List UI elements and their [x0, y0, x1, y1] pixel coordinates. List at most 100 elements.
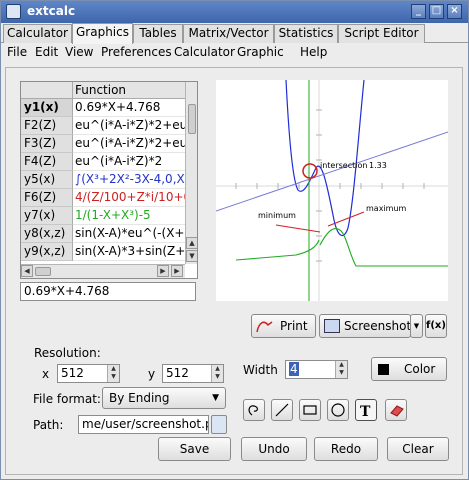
menu-calculator[interactable]: Calculator — [174, 45, 235, 59]
graph-canvas[interactable]: intersection 1.33 minimum maximum — [215, 79, 449, 301]
resolution-x-spinbox[interactable]: 512 ▲ ▼ — [57, 364, 120, 383]
curve-y7-right — [319, 228, 448, 267]
scroll-right-button-a[interactable]: ▶ — [157, 265, 169, 277]
path-input[interactable]: me/user/screenshot.png — [78, 415, 209, 434]
scroll-up-button[interactable]: ▲ — [186, 237, 197, 249]
resolution-x-value: 512 — [61, 366, 84, 380]
menu-edit[interactable]: Edit — [35, 45, 59, 59]
row-header[interactable]: F2(Z) — [21, 117, 73, 135]
screenshot-dropdown-button[interactable]: ▼ — [410, 314, 423, 338]
menu-help[interactable]: Help — [300, 45, 328, 59]
resolution-x-arrows[interactable]: ▲ ▼ — [107, 365, 119, 382]
fx-button[interactable]: f(x) — [425, 314, 447, 338]
table-row[interactable]: y1(x) 0.69*X+4.768 — [21, 99, 185, 117]
vertical-scroll-thumb[interactable] — [188, 104, 196, 134]
menu-view[interactable]: View — [65, 45, 94, 59]
tab-statistics[interactable]: Statistics — [274, 24, 338, 43]
intersection-value: 1.33 — [369, 161, 387, 170]
redo-button[interactable]: Redo — [314, 437, 378, 461]
function-cell[interactable]: eu^(i*A-i*Z)*2+eu^ — [73, 135, 185, 153]
print-button[interactable]: Print — [251, 314, 316, 338]
table-row[interactable]: y8(x,z)sin(X-A)*eu^(-(X+10 — [21, 225, 185, 243]
save-button[interactable]: Save — [158, 437, 231, 461]
tab-tables[interactable]: Tables — [133, 24, 183, 43]
row-header[interactable]: F4(Z) — [21, 153, 73, 171]
file-format-select[interactable]: By Ending ▼ — [102, 387, 226, 409]
color-button[interactable]: Color — [371, 357, 447, 381]
eraser-icon — [390, 405, 404, 417]
screenshot-label: Screenshot — [344, 319, 412, 333]
app-icon — [6, 4, 21, 19]
text-icon: T — [360, 404, 371, 417]
tool-text[interactable]: T — [355, 399, 377, 421]
width-spinbox[interactable]: 4 ▲ ▼ — [285, 360, 348, 379]
screenshot-button[interactable]: Screenshot — [319, 314, 411, 338]
print-label: Print — [280, 319, 308, 333]
table-row[interactable]: F4(Z) eu^(i*A-i*Z)*2 — [21, 153, 185, 171]
color-swatch-icon — [378, 364, 389, 375]
row-header[interactable]: F3(Z) — [21, 135, 73, 153]
function-cell[interactable]: 4/(Z/100+Z*i/10+0. — [73, 189, 185, 207]
tool-line[interactable] — [271, 399, 293, 421]
table-row[interactable]: y9(x,z)sin(X-A)*3+sin(Z+A) — [21, 243, 185, 261]
function-cell[interactable]: 1/(1-X+X³)-5 — [73, 207, 185, 225]
row-header[interactable]: y1(x) — [21, 99, 73, 117]
scroll-right-button-b[interactable]: ▶ — [171, 265, 183, 277]
curve-y7-left — [235, 239, 320, 261]
graph-ticks — [235, 109, 425, 262]
scroll-down-button[interactable]: ▼ — [186, 250, 197, 262]
curve-y1-line — [215, 131, 449, 212]
resolution-y-spinbox[interactable]: 512 ▲ ▼ — [162, 364, 224, 383]
table-row[interactable]: y5(x) ∫(X³+2X²-3X-4,0,X) — [21, 171, 185, 189]
clear-button[interactable]: Clear — [387, 437, 449, 461]
title-bar[interactable]: extcalc _ □ × — [1, 1, 468, 23]
row-header[interactable]: y5(x) — [21, 171, 73, 189]
function-cell[interactable]: 0.69*X+4.768 — [73, 99, 185, 117]
file-format-value: By Ending — [109, 391, 170, 405]
function-cell[interactable]: eu^(i*A-i*Z)*2+eu^ — [73, 117, 185, 135]
maximize-button[interactable]: □ — [429, 4, 444, 19]
table-row[interactable]: F2(Z)eu^(i*A-i*Z)*2+eu^ — [21, 117, 185, 135]
resolution-y-arrows[interactable]: ▲ ▼ — [211, 365, 223, 382]
close-button[interactable]: × — [447, 4, 462, 19]
scroll-left-button[interactable]: ◀ — [21, 265, 33, 277]
tab-script-editor[interactable]: Script Editor — [338, 24, 425, 43]
function-table[interactable]: Function y1(x) 0.69*X+4.768 F2(Z) eu^(i*A-i… — [20, 81, 198, 279]
horizontal-scrollbar[interactable]: ◀ ▶ ▶ — [21, 264, 185, 278]
resolution-label: Resolution: — [34, 346, 101, 360]
expression-input[interactable]: 0.69*X+4.768 — [20, 282, 196, 301]
table-row[interactable]: F3(Z)eu^(i*A-i*Z)*2+eu^ — [21, 135, 185, 153]
menu-bar: File Edit View Preferences Calculator Gr… — [1, 44, 468, 62]
tool-eraser[interactable] — [385, 399, 407, 421]
function-cell[interactable]: eu^(i*A-i*Z)*2 — [73, 153, 185, 171]
vertical-scrollbar[interactable]: ▲ ▼ — [185, 82, 197, 264]
maximum-label: maximum — [366, 204, 407, 213]
tab-graphics[interactable]: Graphics — [72, 23, 133, 44]
browse-folder-icon[interactable] — [211, 415, 227, 434]
intersection-label: intersection — [320, 161, 367, 170]
path-label: Path: — [33, 418, 64, 432]
width-label: Width — [243, 363, 278, 377]
tab-calculator[interactable]: Calculator — [3, 24, 72, 43]
menu-graphic[interactable]: Graphic — [237, 45, 284, 59]
width-value: 4 — [289, 362, 299, 376]
table-row[interactable]: y7(x) 1/(1-X+X³)-5 — [21, 207, 185, 225]
undo-button[interactable]: Undo — [241, 437, 307, 461]
row-header[interactable]: y9(x,z) — [21, 243, 73, 261]
row-header[interactable]: y7(x) — [21, 207, 73, 225]
tab-matrix-vector[interactable]: Matrix/Vector — [183, 24, 274, 43]
row-header[interactable]: F6(Z) — [21, 189, 73, 207]
tool-freehand[interactable] — [243, 399, 265, 421]
function-cell[interactable]: sin(X-A)*3+sin(Z+A) — [73, 243, 185, 261]
function-cell[interactable]: ∫(X³+2X²-3X-4,0,X) — [73, 171, 185, 189]
width-arrows[interactable]: ▲ ▼ — [335, 361, 347, 378]
menu-preferences[interactable]: Preferences — [101, 45, 172, 59]
horizontal-scroll-thumb[interactable] — [35, 267, 51, 276]
menu-file[interactable]: File — [7, 45, 28, 59]
row-header[interactable]: y8(x,z) — [21, 225, 73, 243]
tool-rectangle[interactable] — [299, 399, 321, 421]
table-row[interactable]: F6(Z) 4/(Z/100+Z*i/10+0. — [21, 189, 185, 207]
tool-circle[interactable] — [327, 399, 349, 421]
minimize-button[interactable]: _ — [411, 4, 426, 19]
function-cell[interactable]: sin(X-A)*eu^(-(X+10 — [73, 225, 185, 243]
